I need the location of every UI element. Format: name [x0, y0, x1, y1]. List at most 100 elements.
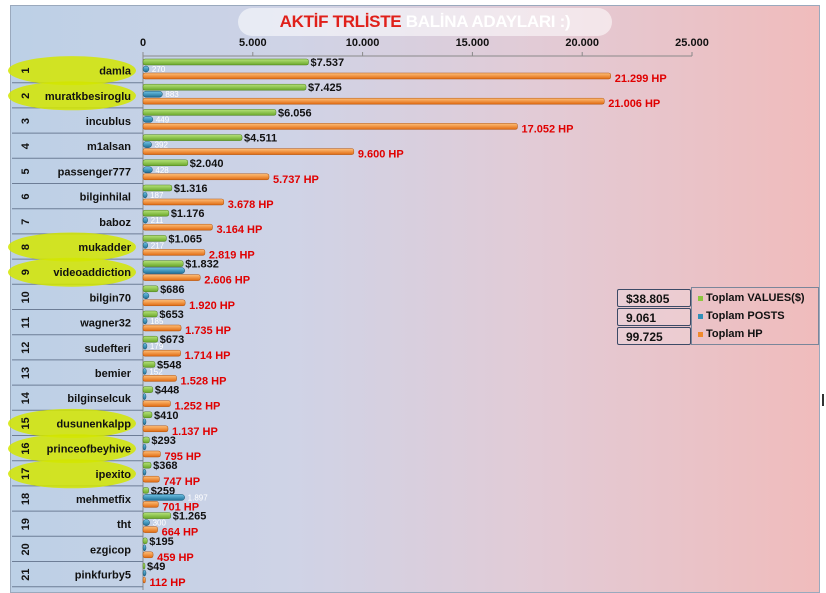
hp-label: 459 HP: [157, 552, 194, 564]
values-bar: [142, 209, 170, 217]
total-values-box: $38.805: [617, 289, 691, 307]
values-label: $4.511: [244, 133, 277, 145]
values-bar: [142, 537, 148, 545]
posts-bar: [142, 494, 185, 501]
hp-bar: [142, 274, 201, 281]
values-bar: [142, 184, 173, 192]
hp-label: 112 HP: [149, 577, 185, 589]
hp-bar: [142, 223, 213, 231]
rank-label: 11: [20, 317, 32, 329]
legend-item-hp: Toplam HP: [698, 328, 763, 340]
values-label: $548: [157, 359, 181, 371]
values-bar: [142, 386, 154, 393]
values-label: $1.316: [174, 183, 208, 195]
values-bar: [142, 310, 158, 318]
category-label: ezgicop: [90, 544, 131, 556]
category-label: m1alsan: [87, 141, 131, 153]
rank-label: 12: [20, 342, 32, 354]
rank-label: 1: [20, 68, 32, 74]
posts-bar: [142, 519, 150, 526]
posts-bar: [142, 544, 147, 552]
posts-bar: [142, 368, 147, 375]
posts-label: 270: [152, 65, 166, 74]
values-label: $7.425: [308, 82, 342, 94]
posts-bar: [142, 116, 154, 123]
hp-bar: [142, 400, 171, 407]
values-bar: [142, 235, 167, 242]
values-label: $673: [160, 334, 184, 346]
x-tick-label: 10.000: [346, 37, 380, 49]
hp-label: 1.137 HP: [172, 426, 218, 438]
hp-label: 1.714 HP: [185, 350, 231, 362]
values-bar: [142, 361, 156, 368]
hp-label: 3.678 HP: [228, 199, 274, 211]
posts-label: 152: [149, 367, 163, 376]
posts-bar: [142, 569, 147, 577]
values-label: $293: [151, 435, 175, 447]
category-label: pinkfurby5: [75, 570, 131, 582]
category-label: bilginselcuk: [67, 393, 131, 405]
total-posts-box: 9.061: [617, 308, 691, 326]
chart-legend: Toplam VALUES($) Toplam POSTS Toplam HP: [691, 287, 819, 345]
values-bar: [142, 109, 277, 116]
posts-label: 217: [151, 241, 165, 250]
legend-label-values: Toplam VALUES($): [706, 292, 805, 304]
legend-item-values: Toplam VALUES($): [698, 292, 805, 304]
category-label: mukadder: [78, 242, 131, 254]
legend-swatch-values: [698, 295, 703, 301]
posts-label: 211: [151, 216, 164, 225]
rank-label: 8: [20, 244, 32, 250]
x-tick-label: 15.000: [456, 37, 490, 49]
category-label: dusunenkalpp: [56, 418, 131, 430]
category-label: tht: [117, 519, 131, 531]
posts-bar: [142, 65, 150, 73]
posts-bar: [142, 443, 147, 451]
hp-label: 2.606 HP: [204, 275, 250, 287]
category-label: bilgin70: [89, 292, 131, 304]
posts-label: 883: [165, 90, 179, 99]
highlight-marker: [8, 408, 136, 438]
values-bar: [142, 461, 152, 469]
posts-bar: [142, 418, 147, 426]
posts-label: 1.897: [188, 493, 209, 502]
values-bar: [142, 512, 172, 519]
rank-label: 10: [20, 291, 32, 303]
values-bar: [142, 58, 309, 66]
posts-label: 185: [150, 317, 164, 326]
rank-label: 19: [20, 518, 32, 530]
category-label: bilginhilal: [80, 192, 131, 204]
rank-label: 20: [20, 543, 32, 555]
posts-bar: [142, 468, 147, 476]
highlight-marker: [8, 459, 136, 489]
values-label: $653: [159, 309, 183, 321]
category-label: damla: [99, 66, 132, 78]
category-label: baboz: [99, 217, 131, 229]
category-label: bemier: [95, 368, 132, 380]
values-bar: [142, 83, 307, 91]
hp-label: 701 HP: [162, 501, 199, 513]
rank-label: 14: [20, 391, 32, 404]
hp-label: 17.052 HP: [521, 123, 573, 135]
category-label: wagner32: [79, 318, 131, 330]
hp-label: 2.819 HP: [209, 249, 255, 261]
category-label: mehmetfix: [76, 494, 132, 506]
hp-bar: [142, 324, 182, 332]
hp-bar: [142, 299, 186, 307]
highlight-marker: [8, 232, 136, 262]
rank-label: 5: [20, 168, 32, 174]
category-label: passenger777: [58, 166, 131, 178]
hp-bar: [142, 425, 169, 433]
hp-label: 21.299 HP: [615, 73, 667, 85]
hp-label: 1.735 HP: [185, 325, 231, 337]
posts-bar: [142, 317, 148, 325]
hp-bar: [142, 475, 160, 483]
rank-label: 15: [20, 417, 32, 429]
legend-item-posts: Toplam POSTS: [698, 310, 785, 322]
rank-label: 17: [20, 468, 32, 480]
posts-label: 300: [153, 519, 167, 528]
category-label: muratkbesiroglu: [45, 91, 131, 103]
hp-label: 5.737 HP: [273, 174, 319, 186]
rank-label: 6: [20, 194, 32, 200]
hp-bar: [142, 198, 225, 206]
hp-label: 795 HP: [164, 451, 201, 463]
